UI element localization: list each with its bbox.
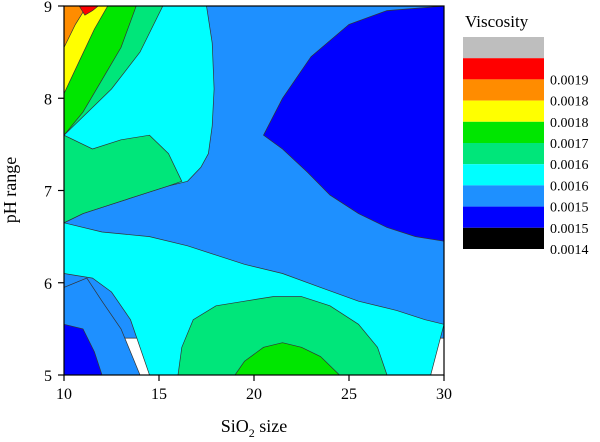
contour-region-9 bbox=[234, 342, 341, 375]
legend-swatch-7 bbox=[463, 185, 544, 207]
contour-region-7 bbox=[78, 6, 99, 16]
contour-region-10 bbox=[263, 6, 444, 242]
legend-label-7: 0.0015 bbox=[550, 201, 589, 216]
legend-label-2: 0.0018 bbox=[550, 95, 589, 110]
legend-swatch-2 bbox=[463, 79, 544, 101]
x-axis-label: SiO2 size bbox=[221, 416, 288, 440]
legend-label-9: 0.0014 bbox=[550, 243, 589, 258]
y-axis: 5 6 7 8 9 bbox=[44, 0, 64, 385]
y-tick-label-2: 7 bbox=[44, 184, 52, 201]
legend-swatch-1 bbox=[463, 58, 544, 80]
y-tick-label-3: 8 bbox=[44, 91, 52, 108]
legend: 0.0019 0.0018 0.0018 0.0017 0.0016 0.0016 0.00… bbox=[463, 37, 589, 258]
y-tick-label-0: 5 bbox=[44, 368, 52, 385]
legend-swatch-4 bbox=[463, 121, 544, 143]
legend-swatch-5 bbox=[463, 143, 544, 165]
legend-label-4: 0.0017 bbox=[550, 137, 589, 152]
x-tick-label-2: 20 bbox=[246, 386, 262, 403]
legend-swatch-6 bbox=[463, 164, 544, 186]
x-tick-label-3: 25 bbox=[341, 386, 357, 403]
x-tick-label-0: 10 bbox=[56, 386, 72, 403]
x-axis: 10 15 20 25 30 bbox=[56, 375, 452, 403]
legend-label-8: 0.0015 bbox=[550, 222, 589, 237]
legend-title: Viscosity bbox=[465, 12, 529, 31]
legend-swatch-8 bbox=[463, 206, 544, 228]
y-tick-label-1: 6 bbox=[44, 276, 52, 293]
legend-swatch-0 bbox=[463, 37, 544, 59]
y-axis-label: pH range bbox=[0, 157, 20, 223]
y-tick-label-4: 9 bbox=[44, 0, 52, 16]
legend-label-6: 0.0016 bbox=[550, 179, 589, 194]
legend-label-1: 0.0019 bbox=[550, 73, 589, 88]
contour-region-6 bbox=[64, 6, 88, 48]
legend-swatch-3 bbox=[463, 100, 544, 122]
contour-region-12 bbox=[64, 323, 103, 375]
x-tick-label-1: 15 bbox=[151, 386, 167, 403]
legend-swatch-9 bbox=[463, 227, 544, 249]
x-tick-label-4: 30 bbox=[436, 386, 452, 403]
legend-label-3: 0.0018 bbox=[550, 116, 589, 131]
contour-regions bbox=[64, 6, 444, 375]
legend-label-5: 0.0016 bbox=[550, 158, 589, 173]
contour-region-8 bbox=[177, 296, 388, 375]
